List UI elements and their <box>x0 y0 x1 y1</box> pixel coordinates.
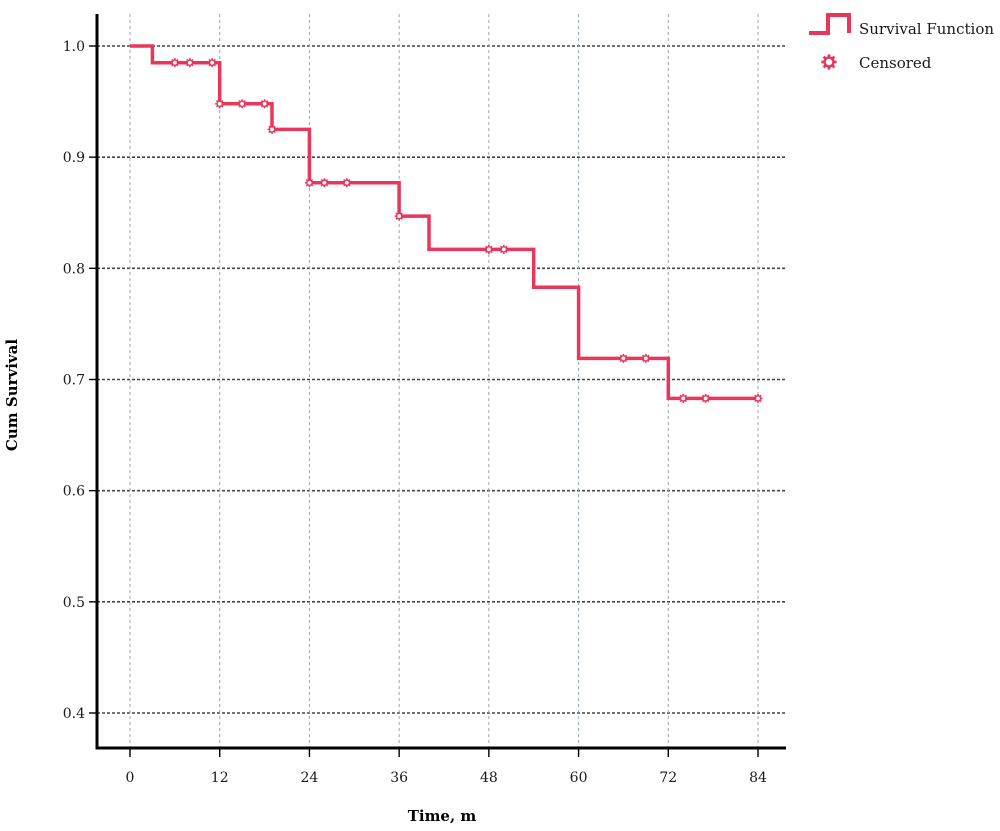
censored-marker-center <box>306 179 313 187</box>
x-tick-label: 72 <box>659 770 677 786</box>
censored-marker-center <box>823 56 835 68</box>
survival-step-icon <box>809 13 851 35</box>
censored-marker <box>319 178 329 188</box>
censored-marker-center <box>485 246 493 253</box>
x-tick-label: 36 <box>390 770 408 786</box>
censored-marker <box>260 99 270 109</box>
censored-marker <box>499 244 509 254</box>
y-tick-label: 0.9 <box>63 150 85 166</box>
censored-marker <box>237 99 247 109</box>
y-tick-label: 0.6 <box>63 484 85 500</box>
x-tick-label: 48 <box>480 770 498 786</box>
censored-marker-center <box>208 59 216 66</box>
legend: Survival Function Censored <box>809 13 994 72</box>
censored-marker <box>304 178 314 188</box>
censored-marker <box>215 99 225 109</box>
censored-marker-icon <box>821 54 837 70</box>
axes-layer <box>95 14 786 750</box>
censored-marker <box>185 58 195 68</box>
y-tick-label: 0.4 <box>63 706 85 722</box>
ticks-layer: 0.4 0.5 0.6 0.7 0.8 0.9 1.0 0 12 24 36 48 60 72 84 <box>63 39 767 786</box>
x-tick-label: 60 <box>570 770 588 786</box>
censored-marker <box>394 211 404 221</box>
censored-marker-center <box>395 212 403 220</box>
censored-marker <box>753 393 763 403</box>
x-tick-label: 0 <box>126 770 135 786</box>
censored-marker <box>618 353 628 363</box>
censored-marker <box>170 58 180 68</box>
censored-marker <box>267 124 277 134</box>
censored-marker-center <box>679 395 687 402</box>
censored-markers-layer <box>170 58 763 403</box>
censored-marker <box>641 353 651 363</box>
y-axis-title: Cum Survival <box>3 339 21 451</box>
censored-marker <box>207 58 217 68</box>
censored-marker-center <box>642 355 650 362</box>
censored-marker-center <box>268 126 276 133</box>
censored-marker-center <box>620 355 627 362</box>
survival-function-line <box>130 44 758 401</box>
series-layer <box>130 44 758 401</box>
censored-marker <box>342 178 352 188</box>
censored-marker <box>701 393 711 403</box>
censored-marker-center <box>321 179 328 187</box>
y-tick-label: 0.8 <box>63 261 85 277</box>
legend-item-censored: Censored <box>821 54 932 72</box>
censored-marker-center <box>500 246 508 253</box>
censored-marker-center <box>238 100 246 108</box>
legend-label-censored: Censored <box>859 54 932 72</box>
y-tick-label: 0.5 <box>63 595 85 611</box>
censored-marker-center <box>186 59 194 66</box>
grid-layer <box>97 14 786 748</box>
censored-marker <box>678 393 688 403</box>
censored-marker-center <box>702 395 709 402</box>
x-axis-title: Time, m <box>408 807 477 825</box>
censored-marker-center <box>343 179 351 187</box>
censored-marker <box>484 244 494 254</box>
legend-label-survival: Survival Function <box>859 20 994 38</box>
censored-marker-center <box>261 100 268 108</box>
x-tick-label: 12 <box>211 770 229 786</box>
y-tick-label: 1.0 <box>63 39 85 55</box>
x-tick-label: 24 <box>301 770 319 786</box>
censored-marker-icon-glyph <box>821 54 837 70</box>
censored-marker-center <box>171 59 179 66</box>
censored-marker-center <box>216 100 224 108</box>
x-tick-label: 84 <box>749 770 767 786</box>
y-tick-label: 0.7 <box>63 373 85 389</box>
censored-marker-center <box>754 395 762 402</box>
legend-item-survival: Survival Function <box>809 13 994 38</box>
